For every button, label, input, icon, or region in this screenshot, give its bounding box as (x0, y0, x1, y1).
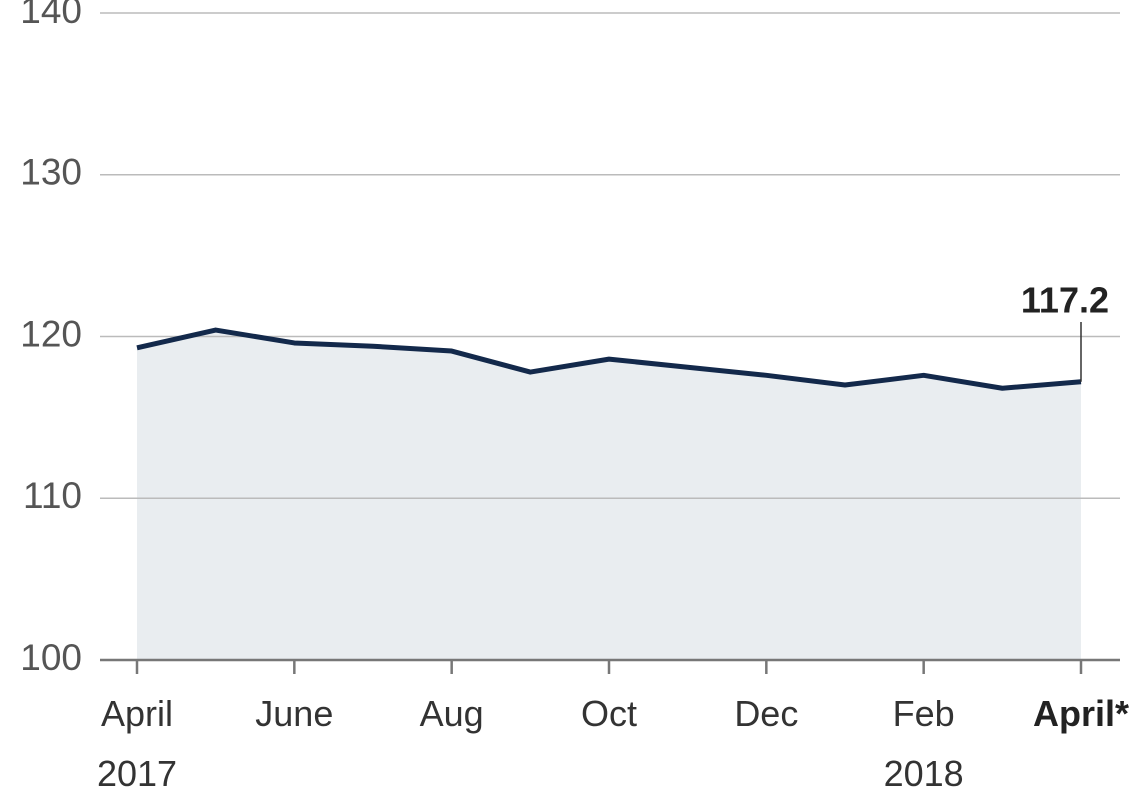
chart: 100 110 120 130 140 117.2 (20, 0, 1120, 678)
y-tick-label: 110 (23, 475, 82, 516)
y-tick-label: 120 (20, 313, 82, 354)
x-tick-label: Dec (734, 693, 799, 734)
y-tick-label: 100 (20, 637, 82, 678)
area (137, 330, 1081, 660)
y-tick-label: 130 (20, 152, 82, 193)
y-tick-label: 140 (20, 0, 82, 31)
x-tick-label: June (255, 693, 334, 734)
x-tick-label: Oct (580, 693, 637, 734)
x-tick-label: April* (1032, 693, 1129, 734)
data-label: 117.2 (1021, 280, 1109, 321)
x-tick-label: Aug (419, 693, 484, 734)
line (136, 327, 1082, 391)
